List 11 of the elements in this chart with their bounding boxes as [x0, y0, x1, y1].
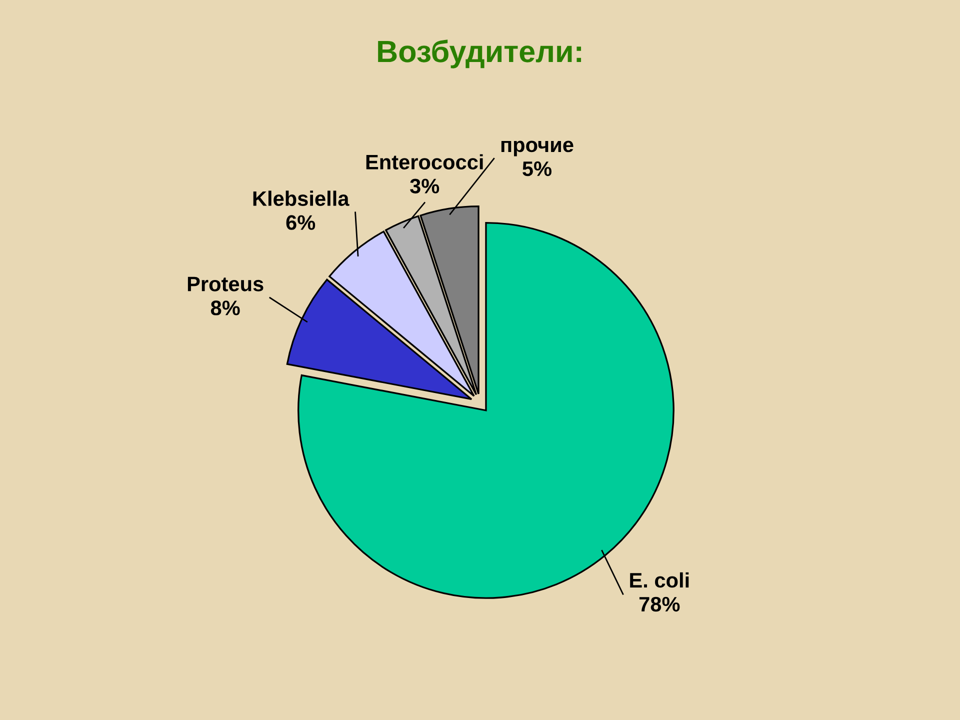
data-label: 8% — [210, 300, 240, 316]
data-label: 78% — [639, 596, 680, 612]
slice-label: прочие — [501, 140, 574, 156]
slice-label: E. coli — [630, 572, 689, 588]
data-label: 6% — [286, 215, 316, 230]
slice-label: Proteus — [188, 276, 264, 292]
slice-label: Klebsiella — [253, 190, 350, 206]
data-label: 3% — [410, 178, 440, 194]
chart-title: Возбудители: — [378, 40, 582, 68]
slice-label: Enterococci — [366, 154, 483, 170]
data-label: 5% — [522, 161, 552, 176]
